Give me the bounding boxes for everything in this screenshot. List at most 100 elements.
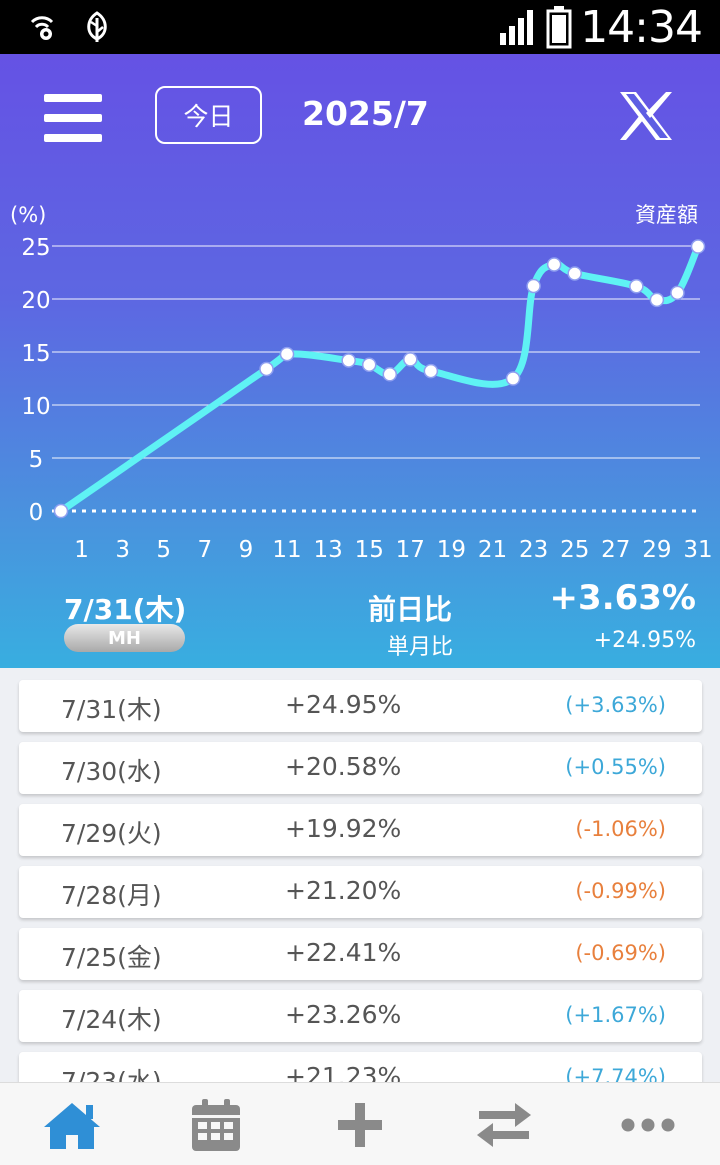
list-item[interactable]: 7/31(木) +24.95% (+3.63%): [19, 680, 702, 732]
x-tick-label: 29: [642, 537, 671, 563]
nav-calendar[interactable]: [180, 1097, 252, 1153]
list-item[interactable]: 7/23(水) +21.23% (+7.74%): [19, 1052, 702, 1082]
status-left-icons: [26, 10, 112, 44]
x-tick-label: 21: [478, 537, 507, 563]
data-point: [670, 285, 685, 301]
hero-panel: 今日 2025/7 0 5 10 15 20 25 1 3 5 7 9 11 13 15 17 19 21 23 2…: [0, 54, 720, 668]
row-date: 7/30(水): [61, 757, 162, 786]
row-date: 7/31(木): [61, 695, 162, 724]
row-total: +21.23%: [285, 1062, 402, 1082]
row-change: (-0.99%): [575, 879, 666, 903]
data-point: [53, 503, 69, 519]
x-tick-label: 11: [272, 537, 301, 563]
daily-list[interactable]: 7/31(木) +24.95% (+3.63%) 7/30(水) +20.58% (+0.…: [0, 668, 720, 1082]
nav-transfer[interactable]: [468, 1097, 540, 1153]
x-tick-label: 19: [437, 537, 466, 563]
row-change: (-0.69%): [575, 941, 666, 965]
data-point: [423, 363, 439, 379]
account-badge[interactable]: MH: [64, 624, 185, 652]
data-point: [526, 278, 541, 294]
list-item[interactable]: 7/29(火) +19.92% (-1.06%): [19, 804, 702, 856]
monthly-change-label: 単月比: [387, 635, 454, 660]
x-tick-label: 17: [396, 537, 425, 563]
summary-panel: 7/31(木) MH 前日比 単月比 +3.63% +24.95%: [0, 574, 720, 668]
data-point: [341, 353, 356, 368]
data-point: [382, 367, 398, 382]
data-point: [649, 292, 665, 308]
nav-more[interactable]: [612, 1097, 684, 1153]
row-change: (+0.55%): [565, 755, 666, 779]
x-tick-label: 15: [355, 537, 384, 563]
x-tick-label: 27: [601, 537, 630, 563]
list-item[interactable]: 7/25(金) +22.41% (-0.69%): [19, 928, 702, 980]
daily-change-value: +3.63%: [549, 578, 696, 618]
row-date: 7/24(木): [61, 1005, 162, 1034]
series-line: [57, 243, 702, 515]
row-total: +22.41%: [285, 938, 402, 967]
row-change: (+3.63%): [565, 693, 666, 717]
x-tick-label: 31: [683, 537, 712, 563]
clock: 14:34: [580, 1, 703, 53]
today-button[interactable]: 今日: [155, 86, 262, 144]
more-icon: [621, 1118, 675, 1132]
y-tick-label: 20: [21, 288, 50, 314]
x-tick-label: 23: [519, 537, 548, 563]
x-tick-label: 5: [156, 537, 171, 563]
signal-icon: [500, 10, 534, 45]
y-tick-label: 5: [29, 447, 44, 473]
monthly-change-value: +24.95%: [593, 628, 696, 653]
x-tick-label: 7: [198, 537, 213, 563]
row-total: +20.58%: [285, 752, 402, 781]
row-date: 7/23(水): [61, 1067, 162, 1082]
row-total: +23.26%: [285, 1000, 402, 1029]
month-title: 2025/7: [302, 94, 429, 133]
bottom-nav: [0, 1082, 720, 1165]
x-tick-label: 1: [74, 537, 89, 563]
data-point: [690, 239, 706, 254]
leaf-icon: [87, 11, 107, 42]
data-point: [361, 357, 377, 372]
battery-icon: [546, 6, 572, 49]
row-date: 7/28(月): [61, 881, 162, 910]
daily-change-label: 前日比: [368, 593, 453, 626]
asset-chart: 0 5 10 15 20 25 1 3 5 7 9 11 13 15 17 19 21 23 25 27 29 31 (%)…: [0, 194, 720, 574]
row-change: (+1.67%): [565, 1003, 666, 1027]
plus-icon: [338, 1103, 382, 1147]
status-bar: 14:34: [0, 0, 720, 54]
data-point: [403, 352, 418, 367]
row-total: +19.92%: [285, 814, 402, 843]
hamburger-menu-icon[interactable]: [44, 94, 102, 142]
row-date: 7/25(金): [61, 943, 162, 972]
y-tick-label: 25: [21, 235, 50, 261]
data-point: [279, 346, 295, 362]
row-total: +21.20%: [285, 876, 402, 905]
list-item[interactable]: 7/28(月) +21.20% (-0.99%): [19, 866, 702, 918]
x-tick-label: 25: [560, 537, 589, 563]
nav-home[interactable]: [36, 1097, 108, 1153]
y-tick-label: 10: [21, 394, 50, 420]
data-point: [567, 266, 582, 281]
data-point: [546, 257, 562, 272]
data-point: [259, 361, 274, 377]
home-icon: [44, 1103, 100, 1149]
x-logo-icon[interactable]: [616, 90, 676, 142]
row-change: (+7.74%): [565, 1065, 666, 1082]
x-tick-label: 13: [313, 537, 342, 563]
data-point: [629, 279, 644, 294]
x-tick-label: 9: [239, 537, 254, 563]
calendar-icon: [192, 1099, 240, 1151]
y-tick-label: 0: [29, 500, 44, 526]
row-change: (-1.06%): [575, 817, 666, 841]
selected-date: 7/31(木): [64, 593, 187, 626]
wifi-calling-icon: [30, 16, 54, 40]
row-total: +24.95%: [285, 690, 402, 719]
list-item[interactable]: 7/24(木) +23.26% (+1.67%): [19, 990, 702, 1042]
list-item[interactable]: 7/30(水) +20.58% (+0.55%): [19, 742, 702, 794]
row-date: 7/29(火): [61, 819, 162, 848]
y-axis-label: (%): [10, 203, 46, 227]
x-tick-label: 3: [115, 537, 130, 563]
data-point: [505, 371, 521, 386]
swap-icon: [477, 1103, 531, 1147]
nav-add[interactable]: [324, 1097, 396, 1153]
